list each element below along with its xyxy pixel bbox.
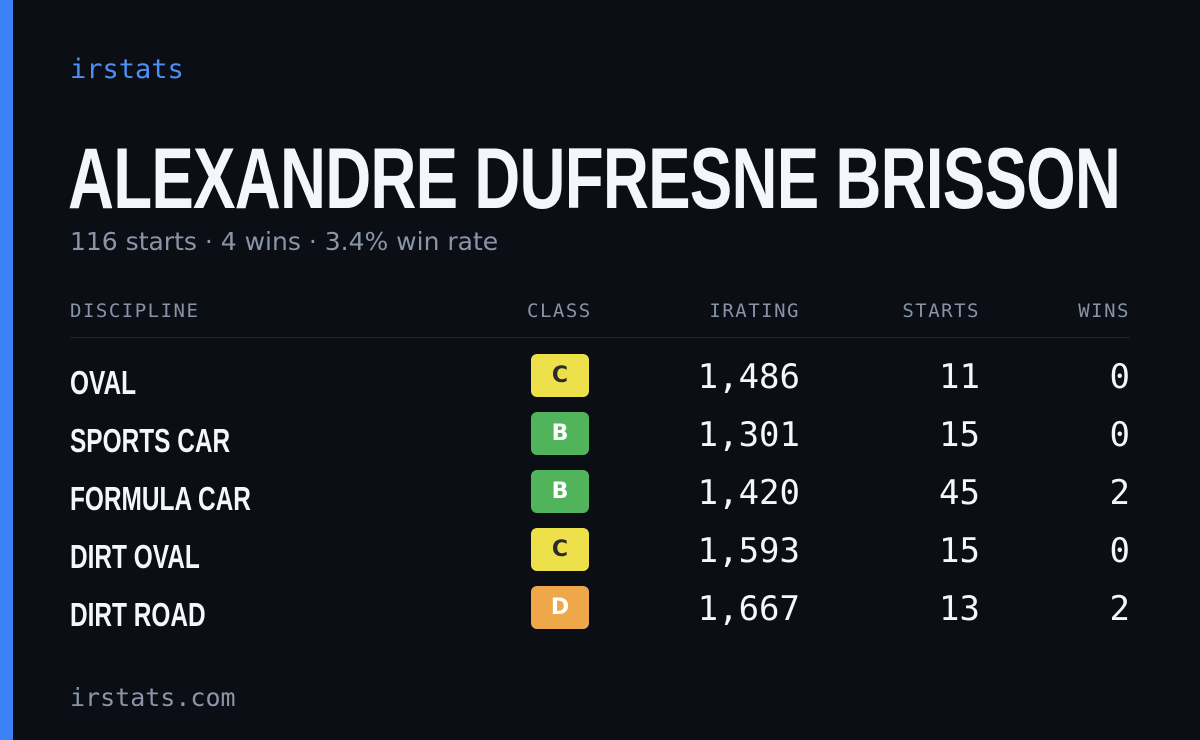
irating-value: 1,301 xyxy=(697,415,800,455)
header-class: CLASS xyxy=(527,300,592,322)
header-wins: WINS xyxy=(1078,300,1130,322)
table-row: DIRT OVAL C 1,593 15 0 xyxy=(0,528,1200,586)
class-badge: B xyxy=(531,470,589,513)
table-row: OVAL C 1,486 11 0 xyxy=(0,354,1200,412)
header-divider xyxy=(70,337,1130,338)
driver-name: ALEXANDRE DUFRESNE BRISSON xyxy=(68,131,1121,227)
table-row: FORMULA CAR B 1,420 45 2 xyxy=(0,470,1200,528)
starts-value: 11 xyxy=(939,357,980,397)
irating-value: 1,486 xyxy=(697,357,800,397)
header-discipline: DISCIPLINE xyxy=(70,300,200,322)
header-starts: STARTS xyxy=(902,300,980,322)
accent-bar xyxy=(0,0,13,740)
table-row: DIRT ROAD D 1,667 13 2 xyxy=(0,586,1200,644)
discipline-label: OVAL xyxy=(70,364,137,401)
starts-value: 15 xyxy=(939,531,980,571)
class-badge: B xyxy=(531,412,589,455)
class-badge: C xyxy=(531,354,589,397)
class-badge: D xyxy=(531,586,589,629)
irating-value: 1,667 xyxy=(697,589,800,629)
brand-logo: irstats xyxy=(70,54,184,85)
discipline-label: SPORTS CAR xyxy=(70,422,231,459)
irating-value: 1,420 xyxy=(697,473,800,513)
discipline-label: FORMULA CAR xyxy=(70,480,251,517)
starts-value: 15 xyxy=(939,415,980,455)
class-badge: C xyxy=(531,528,589,571)
wins-value: 2 xyxy=(1109,473,1130,513)
wins-value: 0 xyxy=(1109,531,1130,571)
discipline-label: DIRT ROAD xyxy=(70,596,206,633)
irating-value: 1,593 xyxy=(697,531,800,571)
starts-value: 45 xyxy=(939,473,980,513)
starts-value: 13 xyxy=(939,589,980,629)
footer-url[interactable]: irstats.com xyxy=(70,683,236,712)
wins-value: 0 xyxy=(1109,415,1130,455)
wins-value: 0 xyxy=(1109,357,1130,397)
header-irating: IRATING xyxy=(709,300,800,322)
table-row: SPORTS CAR B 1,301 15 0 xyxy=(0,412,1200,470)
wins-value: 2 xyxy=(1109,589,1130,629)
discipline-label: DIRT OVAL xyxy=(70,538,200,575)
driver-summary: 116 starts · 4 wins · 3.4% win rate xyxy=(70,227,499,256)
